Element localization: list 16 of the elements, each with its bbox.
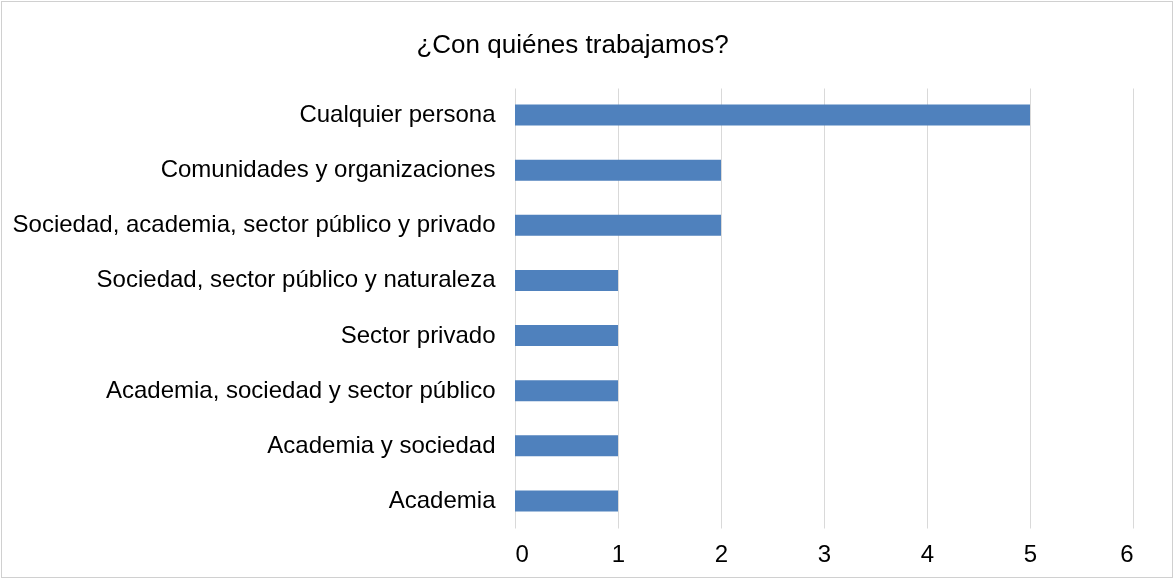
x-tick-label: 1 <box>611 539 626 567</box>
y-tick-label: Academia, sociedad y sector público <box>105 375 496 403</box>
x-tick-label: 5 <box>1023 539 1038 567</box>
y-tick-label: Sociedad, academia, sector público y privado <box>12 210 496 238</box>
x-tick-label: 2 <box>714 539 729 567</box>
y-tick-label: Sector privado <box>340 320 496 348</box>
y-tick-label: Sociedad, sector público y naturaleza <box>96 265 497 293</box>
x-tick-label: 3 <box>817 539 832 567</box>
y-tick-label: Cualquier persona <box>299 100 497 128</box>
y-tick-label: Comunidades y organizaciones <box>160 155 496 183</box>
chart-title: ¿Con quiénes trabajamos? <box>416 29 729 59</box>
y-tick-label: Academia <box>388 485 497 513</box>
x-tick-label: 0 <box>515 539 529 567</box>
x-tick-label: 4 <box>920 539 935 567</box>
x-tick-label: 6 <box>1120 539 1134 567</box>
y-tick-label: Academia y sociedad <box>267 430 496 458</box>
